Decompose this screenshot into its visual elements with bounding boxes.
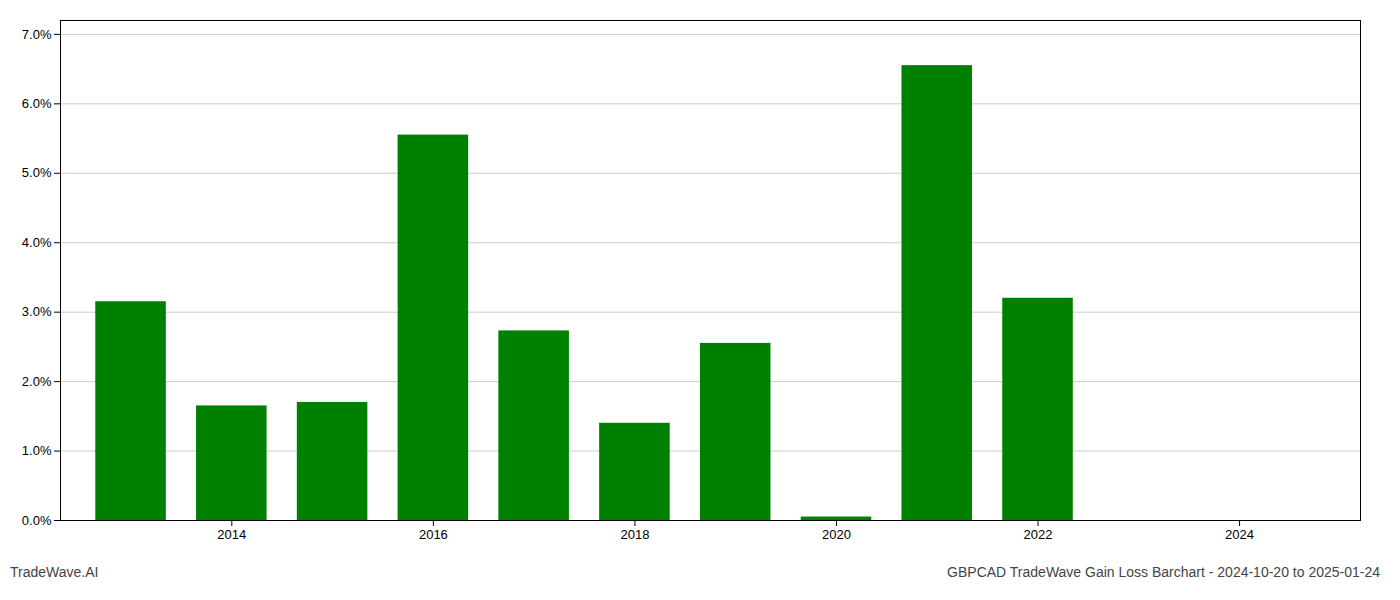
svg-text:2022: 2022 [1024, 527, 1053, 542]
svg-text:4.0%: 4.0% [22, 235, 52, 250]
html-text:GBPCAD TradeWave Gain Loss Bar: GBPCAD TradeWave Gain Loss Barchart - 20… [947, 564, 1380, 580]
html-text:TradeWave.AI: TradeWave.AI [10, 564, 99, 580]
svg-text:5.0%: 5.0% [22, 165, 52, 180]
svg-text:2020: 2020 [822, 527, 851, 542]
svg-text:0.0%: 0.0% [22, 513, 52, 528]
svg-text:2016: 2016 [419, 527, 448, 542]
svg-text:6.0%: 6.0% [22, 96, 52, 111]
svg-text:7.0%: 7.0% [22, 27, 52, 42]
svg-text:2024: 2024 [1225, 527, 1254, 542]
svg-text:3.0%: 3.0% [22, 304, 52, 319]
svg-text:2018: 2018 [620, 527, 649, 542]
svg-text:2014: 2014 [217, 527, 246, 542]
svg-text:1.0%: 1.0% [22, 443, 52, 458]
svg-text:2.0%: 2.0% [22, 374, 52, 389]
